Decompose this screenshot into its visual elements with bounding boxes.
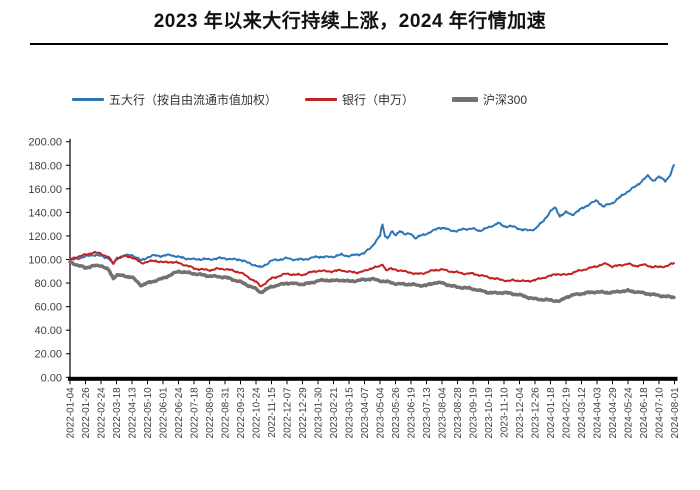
x-axis-label: 2023-08-28 — [453, 387, 464, 439]
legend-line-swatch-blue — [72, 98, 104, 101]
x-axis-label: 2024-06-18 — [639, 387, 650, 439]
y-axis-label: 80.00 — [34, 278, 62, 290]
x-axis-label: 2024-07-10 — [655, 387, 666, 439]
series-line-0 — [69, 164, 675, 269]
x-axis-label: 2023-02-21 — [329, 387, 340, 439]
x-axis-label: 2022-01-04 — [66, 387, 77, 439]
x-axis-label: 2022-12-07 — [283, 387, 294, 439]
legend-label: 五大行（按自由流通市值加权） — [109, 93, 278, 107]
x-axis-label: 2023-05-04 — [376, 387, 387, 439]
title-divider — [30, 43, 668, 45]
x-axis-label: 2024-05-24 — [624, 387, 635, 439]
y-axis-label: 40.00 — [34, 325, 62, 337]
x-axis-label: 2024-08-01 — [670, 387, 681, 439]
y-axis-label: 160.00 — [28, 184, 62, 196]
x-axis-label: 2023-11-10 — [500, 387, 511, 438]
x-axis-label: 2022-01-26 — [81, 387, 92, 439]
x-axis-label: 2023-03-15 — [345, 387, 356, 439]
x-axis-line — [68, 376, 678, 381]
x-axis-label: 2024-03-12 — [577, 387, 588, 439]
x-axis-label: 2023-12-04 — [515, 387, 526, 439]
y-axis-label: 0.00 — [41, 372, 62, 384]
x-axis-label: 2023-09-19 — [469, 387, 480, 439]
y-axis-label: 20.00 — [34, 349, 62, 361]
x-axis-label: 2022-06-01 — [159, 387, 170, 439]
x-axis-label: 2024-02-19 — [562, 387, 573, 439]
x-axis-label: 2022-08-31 — [221, 387, 232, 439]
x-axis-label: 2022-06-24 — [174, 387, 185, 439]
x-axis-label: 2023-12-26 — [531, 387, 542, 439]
legend-line-swatch-gray — [452, 97, 478, 102]
x-axis-label: 2023-04-07 — [360, 387, 371, 439]
x-axis-label: 2023-01-30 — [314, 387, 325, 439]
series-line-2 — [68, 260, 676, 304]
x-axis-label: 2022-09-23 — [236, 387, 247, 439]
y-axis-label: 140.00 — [28, 207, 62, 219]
y-axis-label: 120.00 — [28, 231, 62, 243]
x-axis-label: 2023-05-26 — [391, 387, 402, 439]
y-axis-label: 180.00 — [28, 160, 62, 172]
legend-line-swatch-red — [305, 98, 337, 101]
x-axis-label: 2022-05-10 — [143, 387, 154, 439]
x-axis-label: 2024-04-03 — [593, 387, 604, 439]
legend-item-hs300: 沪深300 — [452, 91, 527, 108]
x-axis-label: 2022-02-24 — [97, 387, 108, 439]
legend-item-wudahang: 五大行（按自由流通市值加权） — [72, 91, 277, 108]
y-axis-label: 60.00 — [34, 302, 62, 314]
x-axis-label: 2023-08-04 — [438, 387, 449, 439]
legend-item-bank-sw: 银行（申万） — [305, 91, 414, 108]
x-axis-label: 2022-10-24 — [252, 387, 263, 439]
series-line-1 — [69, 250, 675, 288]
x-axis-label: 2022-04-13 — [128, 387, 139, 439]
x-axis-label: 2022-03-18 — [112, 387, 123, 439]
x-axis-label: 2023-06-19 — [407, 387, 418, 439]
x-axis-label: 2023-10-19 — [484, 387, 495, 439]
x-axis-label: 2024-01-18 — [546, 387, 557, 439]
figure-title: 2023 年以来大行持续上涨，2024 年行情加速 — [153, 11, 547, 32]
x-axis-label: 2022-11-15 — [267, 387, 278, 438]
x-axis-label: 2022-12-29 — [298, 387, 309, 439]
legend-label: 银行（申万） — [342, 93, 415, 107]
legend-label: 沪深300 — [483, 93, 528, 107]
x-axis-label: 2024-04-29 — [608, 387, 619, 439]
x-axis-label: 2022-07-18 — [190, 387, 201, 439]
x-axis-label: 2022-08-09 — [205, 387, 216, 439]
x-axis-label: 2023-07-13 — [422, 387, 433, 439]
y-axis-label: 200.00 — [28, 137, 62, 149]
y-axis-label: 100.00 — [28, 255, 62, 267]
